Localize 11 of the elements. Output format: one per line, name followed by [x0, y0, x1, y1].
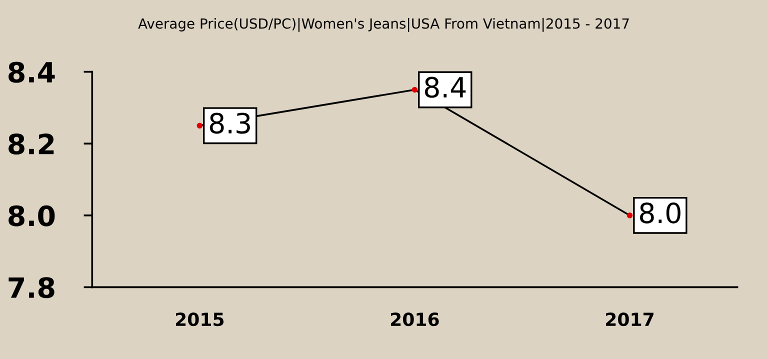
- data-label: 8.4: [424, 76, 466, 98]
- x-tick-label: 2017: [606, 312, 654, 326]
- x-tick-label: 2016: [391, 312, 439, 326]
- data-label: 8.0: [640, 202, 680, 224]
- y-tick-label: 7.8: [8, 277, 54, 298]
- data-label: 8.3: [210, 112, 250, 134]
- y-tick-label: 8.2: [8, 134, 54, 155]
- y-tick-label: 8.0: [8, 205, 55, 226]
- y-tick-label: 8.4: [8, 62, 55, 83]
- x-tick-label: 2015: [176, 312, 224, 326]
- chart-title: Average Price(USD/PC)|Women's Jeans|USA From Vietnam|2015 - 2017: [138, 18, 629, 32]
